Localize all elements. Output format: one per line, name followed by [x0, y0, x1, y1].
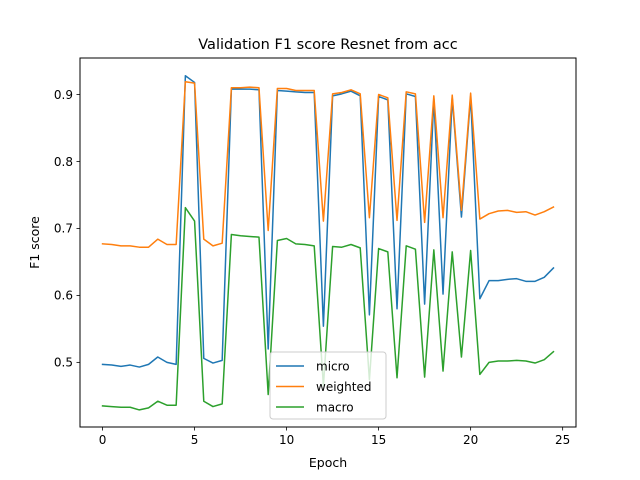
series-line-macro: [101, 206, 555, 411]
legend-box: [269, 351, 387, 420]
x-tick-label: 0: [99, 433, 107, 447]
series-layer: [101, 75, 555, 411]
x-tick-label: 25: [555, 433, 570, 447]
x-tick-label: 15: [371, 433, 386, 447]
y-tick-label: 0.8: [54, 155, 73, 169]
legend-label-weighted: weighted: [316, 380, 371, 394]
y-axis-ticks: 0.5 0.6 0.7 0.8 0.9: [54, 88, 80, 370]
plot-area-frame: [79, 57, 577, 428]
series-line-micro: [101, 75, 555, 368]
chart-title: Validation F1 score Resnet from acc: [198, 37, 457, 53]
legend-label-micro: micro: [316, 360, 350, 374]
legend: micro weighted macro: [269, 351, 387, 420]
x-tick-label: 5: [191, 433, 199, 447]
legend-entries: micro weighted macro: [276, 360, 371, 415]
x-axis-label: Epoch: [309, 455, 347, 470]
y-tick-label: 0.7: [54, 222, 73, 236]
x-axis-ticks: 0 5 10 15 20 25: [99, 427, 570, 447]
y-tick-label: 0.6: [54, 289, 73, 303]
legend-label-macro: macro: [316, 401, 354, 415]
y-axis-label: F1 score: [27, 216, 42, 269]
series-line-weighted: [101, 81, 555, 248]
x-tick-label: 20: [463, 433, 478, 447]
y-tick-label: 0.5: [54, 356, 73, 370]
y-tick-label: 0.9: [54, 88, 73, 102]
x-tick-label: 10: [279, 433, 294, 447]
